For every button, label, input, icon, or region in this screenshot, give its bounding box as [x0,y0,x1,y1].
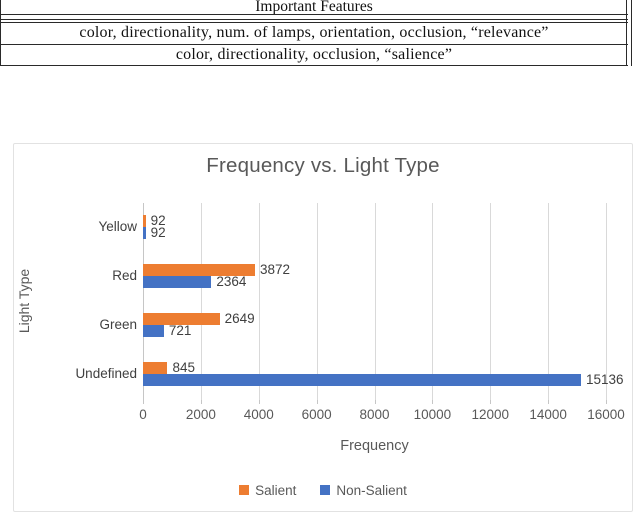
table-rule [0,19,628,20]
table-row: color, directionality, occlusion, “salie… [175,46,453,63]
legend-swatch-icon [320,485,331,495]
table-rule [0,22,628,23]
features-table: Important Features color, directionality… [0,0,640,70]
table-border-right-inner [626,0,627,66]
table-rule [0,14,628,15]
legend-item-non-salient: Non-Salient [320,483,407,498]
legend-label: Salient [255,482,297,498]
table-border-right-outer [631,0,632,66]
legend-label: Non-Salient [336,482,407,498]
chart-title: Frequency vs. Light Type [206,154,440,177]
chart-frame [13,143,633,512]
table-header-important-features: Important Features [255,0,373,15]
legend-item-salient: Salient [239,483,296,498]
table-row: color, directionality, num. of lamps, or… [79,24,549,41]
table-rule [0,44,628,45]
table-rule [0,65,628,66]
chart-legend: Salient Non-Salient [13,482,633,498]
legend-swatch-icon [239,485,250,495]
table-border-left [0,0,1,66]
x-axis-title: Frequency [340,438,409,454]
